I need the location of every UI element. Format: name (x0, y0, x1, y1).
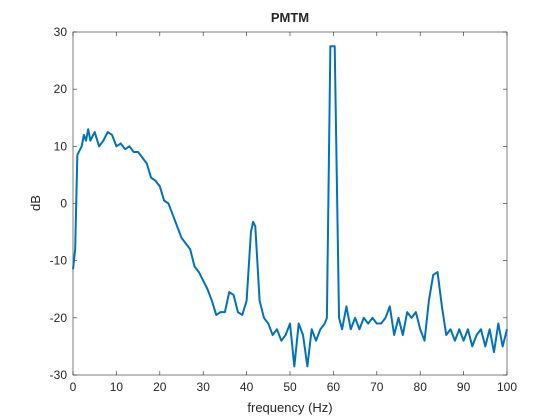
x-tick-label: 100 (497, 380, 517, 394)
y-tick-label: -30 (50, 368, 68, 382)
x-tick-label: 40 (240, 380, 254, 394)
x-tick-label: 60 (327, 380, 341, 394)
y-tick-label: 10 (54, 139, 68, 153)
axes-box (72, 31, 508, 376)
x-tick-label: 90 (457, 380, 471, 394)
y-tick-label: 20 (54, 82, 68, 96)
y-tick-label: 0 (60, 197, 67, 211)
y-axis-label: dB (28, 195, 43, 211)
y-tick-label: 30 (54, 25, 68, 39)
x-tick-label: 80 (414, 380, 428, 394)
data-line (72, 45, 508, 368)
x-tick-label: 10 (110, 380, 124, 394)
x-tick-label: 20 (153, 380, 167, 394)
x-tick-label: 50 (283, 380, 297, 394)
x-tick-label: 70 (370, 380, 384, 394)
y-tick-label: -20 (50, 311, 68, 325)
x-tick-label: 30 (197, 380, 211, 394)
chart-title: PMTM (271, 10, 309, 25)
x-tick-label: 0 (70, 380, 77, 394)
x-axis-label: frequency (Hz) (247, 400, 332, 415)
y-tick-label: -10 (50, 254, 68, 268)
